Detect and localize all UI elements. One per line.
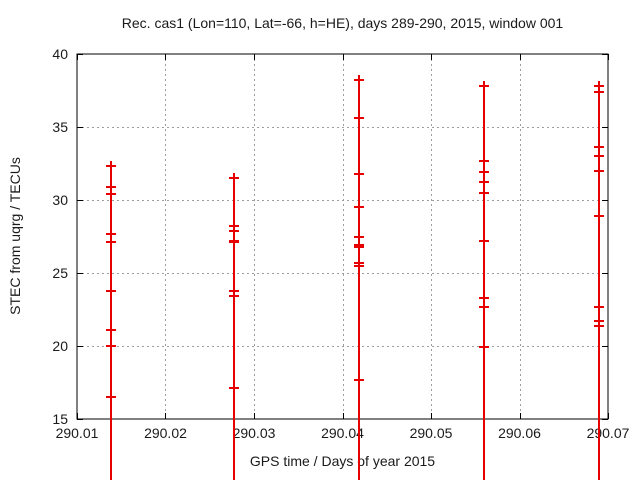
data-point-marker — [106, 161, 116, 480]
data-point-marker — [479, 302, 489, 480]
data-point-marker — [106, 189, 116, 480]
data-point-marker — [594, 211, 604, 480]
data-point-marker — [106, 237, 116, 480]
x-tick-label: 290.06 — [498, 425, 541, 441]
data-point-marker — [229, 291, 239, 480]
data-point-marker — [479, 236, 489, 480]
data-point-marker — [594, 166, 604, 480]
x-tick-label: 290.01 — [56, 425, 99, 441]
x-tick-label: 290.04 — [321, 425, 364, 441]
data-point-marker — [354, 75, 364, 480]
data-point-marker — [106, 229, 116, 480]
y-tick-label: 40 — [52, 46, 68, 62]
chart-title: Rec. cas1 (Lon=110, Lat=-66, h=HE), days… — [121, 15, 564, 31]
data-point-marker — [479, 167, 489, 480]
y-tick-label: 35 — [52, 119, 68, 135]
data-point-marker — [479, 177, 489, 480]
data-point-marker — [106, 286, 116, 480]
x-axis-label: GPS time / Days of year 2015 — [249, 453, 436, 469]
y-tick-label: 30 — [52, 192, 68, 208]
data-point-marker — [594, 142, 604, 480]
y-tick-label: 20 — [52, 338, 68, 354]
data-point-marker — [479, 342, 489, 480]
data-point-marker — [479, 188, 489, 480]
data-point-marker — [229, 226, 239, 480]
x-tick-label: 290.03 — [233, 425, 276, 441]
plot-border — [76, 53, 609, 420]
data-point-marker — [354, 261, 364, 480]
data-point-marker — [354, 375, 364, 480]
x-tick-label: 290.02 — [144, 425, 187, 441]
data-point-marker — [106, 341, 116, 480]
x-tick-label: 290.05 — [410, 425, 453, 441]
data-point-marker — [354, 232, 364, 480]
data-point-marker — [229, 237, 239, 480]
data-point-marker — [106, 182, 116, 480]
y-tick-label: 15 — [52, 411, 68, 427]
data-point-marker — [594, 151, 604, 480]
data-point-marker — [354, 113, 364, 480]
data-point-marker — [594, 81, 604, 480]
data-point-marker — [106, 325, 116, 480]
data-point-marker — [479, 156, 489, 480]
data-point-marker — [229, 173, 239, 480]
data-point-marker — [594, 302, 604, 480]
data-point-marker — [354, 242, 364, 480]
data-point-marker — [479, 293, 489, 480]
data-point-marker — [106, 392, 116, 480]
y-tick-label: 25 — [52, 265, 68, 281]
data-point-marker — [594, 321, 604, 480]
data-point-marker — [479, 81, 489, 480]
data-point-marker — [229, 383, 239, 480]
data-point-marker — [594, 87, 604, 480]
data-point-marker — [354, 169, 364, 480]
x-tick-label: 290.07 — [587, 425, 630, 441]
data-point-marker — [354, 202, 364, 480]
